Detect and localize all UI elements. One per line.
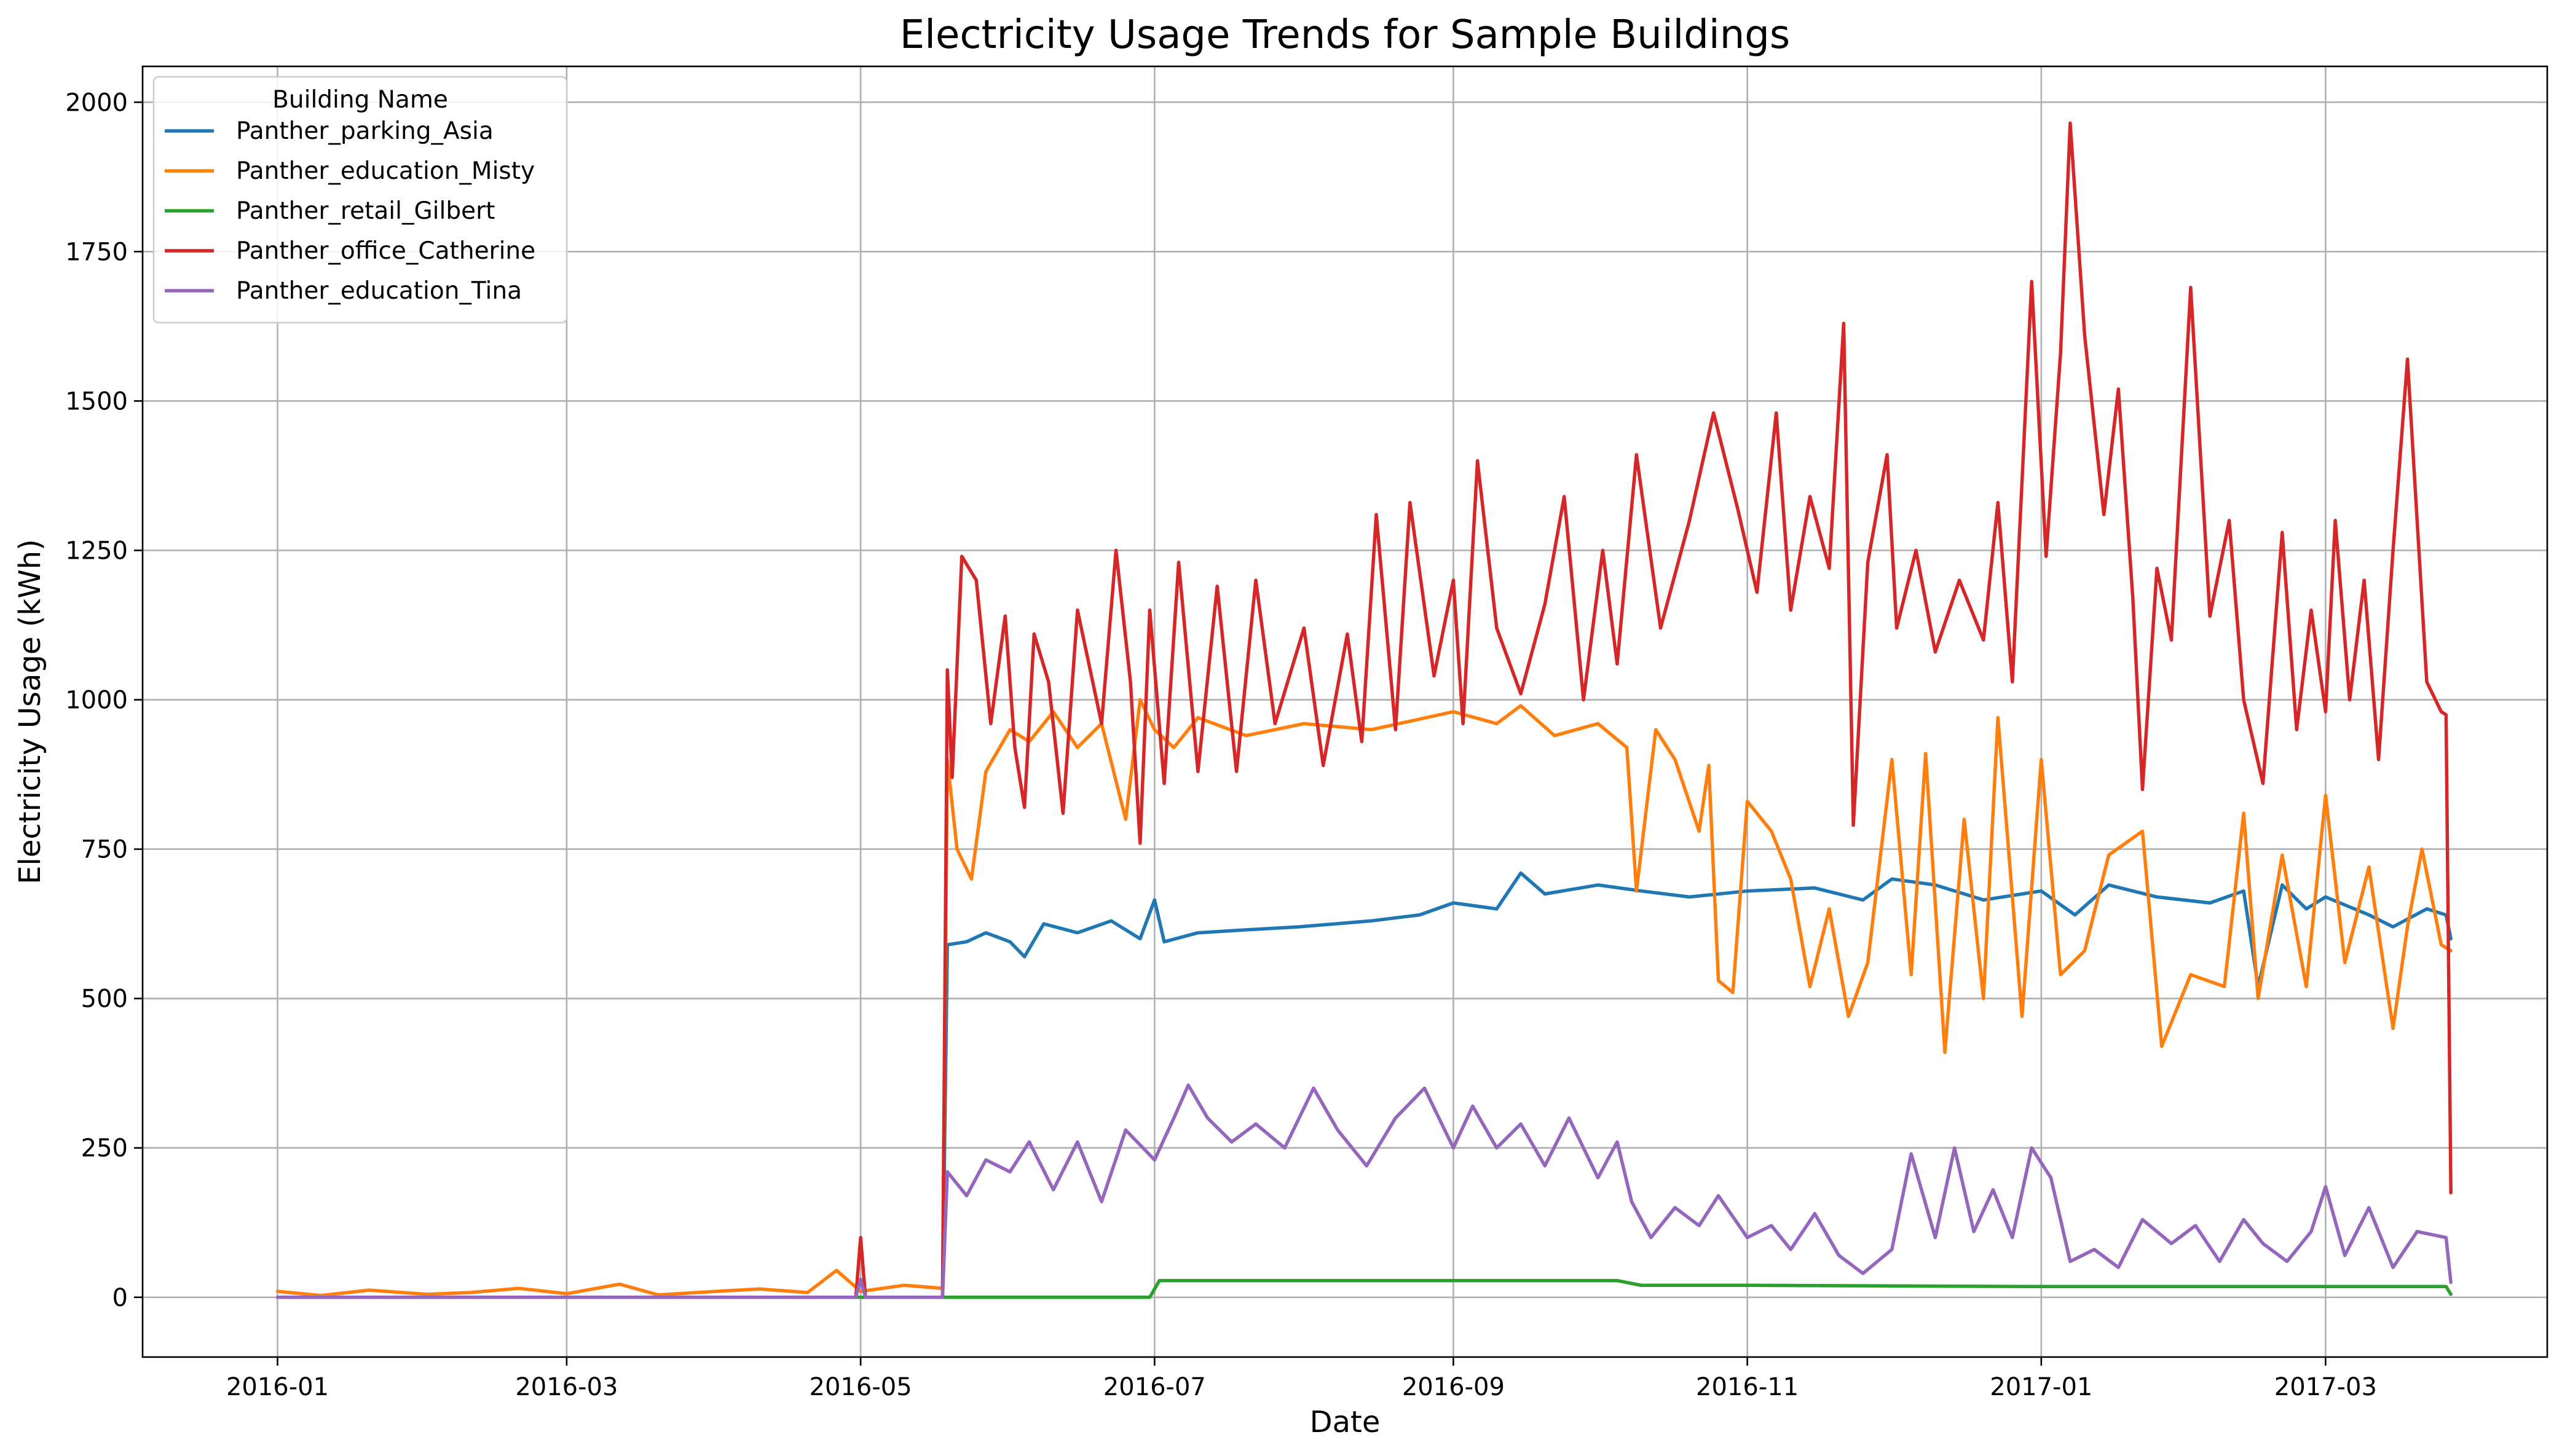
y-tick-label: 750 [81, 836, 128, 864]
plot-frame [141, 65, 2548, 1358]
x-tick-label: 2016-07 [1103, 1373, 1206, 1401]
x-axis-label: Date [1310, 1405, 1381, 1439]
x-tick-label: 2017-03 [2274, 1373, 2377, 1401]
x-tick-label: 2017-01 [1990, 1373, 2092, 1401]
x-axis-ticks: 2016-01 2016-03 2016-05 2016-07 2016-09 2016-… [226, 1357, 2377, 1401]
y-axis-ticks: 0 250 500 750 1000 1250 1500 1750 2000 [65, 89, 143, 1312]
y-tick-label: 1500 [65, 387, 128, 415]
y-tick-label: 1000 [65, 687, 128, 715]
legend-label: Panther_office_Catherine [236, 237, 535, 265]
series-line-Panther_retail_Gilbert [275, 1278, 2453, 1299]
grid-lines [143, 66, 2547, 1357]
legend-label: Panther_education_Tina [236, 277, 522, 305]
legend-label: Panther_parking_Asia [236, 117, 494, 145]
legend-items: Panther_parking_Asia Panther_education_Mi… [165, 117, 535, 305]
legend-title: Building Name [272, 86, 448, 114]
y-tick-label: 500 [81, 985, 128, 1013]
x-tick-label: 2016-05 [810, 1373, 912, 1401]
y-tick-label: 250 [81, 1135, 128, 1163]
series-line-Panther_education_Misty [275, 698, 2453, 1297]
series-line-Panther_office_Catherine [275, 121, 2453, 1299]
x-tick-label: 2016-11 [1696, 1373, 1799, 1401]
series-line-Panther_education_Tina [275, 1083, 2453, 1299]
legend-label: Panther_education_Misty [236, 157, 535, 185]
x-tick-label: 2016-09 [1402, 1373, 1505, 1401]
legend: Building Name Panther_parking_AsiaPanthe… [152, 76, 568, 324]
y-axis-label: Electricity Usage (kWh) [13, 539, 47, 884]
series-lines [275, 121, 2453, 1299]
legend-label: Panther_retail_Gilbert [236, 197, 495, 225]
y-tick-label: 1750 [65, 238, 128, 266]
y-tick-label: 0 [112, 1284, 128, 1312]
series-line-Panther_parking_Asia [275, 871, 2453, 1299]
x-tick-label: 2016-01 [226, 1373, 329, 1401]
chart-title: Electricity Usage Trends for Sample Buil… [900, 12, 1790, 58]
y-tick-label: 1250 [65, 537, 128, 565]
x-tick-label: 2016-03 [515, 1373, 618, 1401]
legend-box [152, 76, 568, 324]
y-tick-label: 2000 [65, 89, 128, 117]
